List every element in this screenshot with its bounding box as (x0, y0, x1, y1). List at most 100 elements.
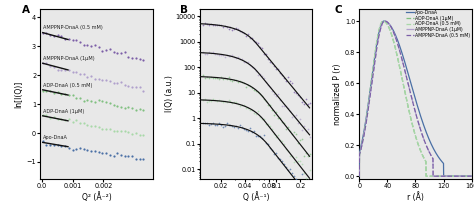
Point (280, 104, 288, 108)
Point (243, 129, 250, 132)
Point (228, 28, 236, 31)
Point (292, 92, 300, 95)
Point (217, 76, 224, 79)
Point (233, 125, 240, 128)
Point (292, 178, 300, 181)
Point (290, 160, 298, 164)
Point (276, 71, 284, 75)
Point (91, 124, 99, 127)
Point (203, 100, 210, 104)
Point (201, 122, 209, 125)
Point (245, 60, 252, 64)
Point (207, 75, 215, 78)
Point (248, 130, 256, 133)
Point (256, 115, 264, 119)
Point (302, 97, 310, 100)
Point (91, 149, 99, 153)
Point (215, 23, 222, 26)
Point (46, 117, 54, 120)
Point (76, 72, 84, 76)
Point (270, 152, 278, 155)
Point (102, 100, 110, 104)
Point (235, 56, 242, 59)
Point (69, 71, 76, 74)
Point (248, 86, 256, 89)
Point (95, 98, 102, 102)
Point (110, 51, 118, 54)
Point (61, 37, 69, 40)
Point (125, 130, 132, 133)
Point (80, 72, 88, 75)
Point (255, 73, 262, 76)
Point (304, 200, 311, 203)
Point (266, 60, 274, 64)
Point (87, 124, 95, 128)
Point (39, 140, 46, 143)
Point (296, 159, 303, 162)
Point (95, 45, 102, 49)
Point (304, 154, 311, 157)
Point (39, 62, 46, 65)
Point (140, 108, 147, 112)
Point (227, 78, 234, 82)
Point (227, 25, 234, 29)
Point (203, 75, 210, 79)
Point (264, 57, 272, 60)
Point (136, 157, 144, 161)
Point (199, 98, 207, 102)
Point (225, 98, 232, 102)
Point (227, 99, 234, 103)
Point (207, 122, 215, 126)
Point (50, 143, 58, 146)
Point (46, 33, 54, 37)
Point (125, 106, 132, 109)
Point (294, 93, 301, 97)
Point (272, 151, 280, 154)
Point (296, 186, 303, 189)
Point (250, 129, 258, 133)
Point (264, 142, 272, 145)
Point (300, 102, 308, 106)
Point (302, 130, 310, 133)
Point (248, 65, 256, 69)
Point (227, 54, 234, 58)
Point (217, 99, 224, 103)
Point (213, 123, 220, 127)
Point (296, 95, 303, 99)
Point (39, 90, 46, 93)
Point (54, 33, 62, 37)
Point (205, 50, 212, 54)
Point (233, 100, 240, 103)
Point (258, 46, 266, 49)
Point (306, 169, 313, 172)
Point (250, 40, 258, 43)
Point (248, 36, 256, 39)
Text: ADP-DnaA (1μM): ADP-DnaA (1μM) (43, 109, 84, 114)
Point (231, 27, 238, 31)
Point (73, 39, 80, 42)
Point (58, 117, 65, 120)
Point (282, 104, 290, 107)
Point (43, 113, 50, 116)
Point (87, 44, 95, 47)
Point (292, 113, 300, 117)
Point (128, 85, 136, 89)
Point (113, 152, 121, 155)
Point (300, 124, 308, 127)
Point (213, 52, 220, 55)
Point (233, 78, 240, 82)
Point (237, 124, 244, 127)
Point (128, 106, 136, 110)
Point (117, 52, 125, 55)
Point (211, 124, 219, 127)
Point (99, 49, 106, 53)
Point (102, 49, 110, 52)
Point (140, 58, 147, 61)
Point (252, 40, 260, 44)
Point (46, 64, 54, 68)
Point (203, 22, 210, 25)
Point (223, 54, 230, 57)
Point (54, 143, 62, 146)
Point (276, 138, 284, 142)
Point (231, 79, 238, 82)
